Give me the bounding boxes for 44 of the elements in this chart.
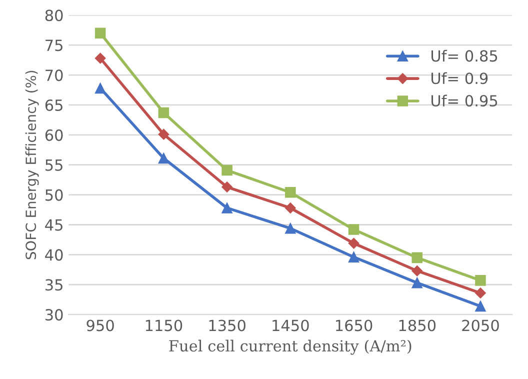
point <box>475 300 486 312</box>
legend-label: Uf= 0.85 <box>432 50 498 62</box>
point <box>475 275 486 286</box>
point <box>348 224 360 235</box>
point <box>94 82 106 94</box>
x-tick-label: 950 <box>86 320 114 332</box>
point <box>285 187 296 198</box>
y-tick-label: 55 <box>46 160 62 171</box>
y-tick-label: 80 <box>45 10 63 22</box>
y-tick-label: 35 <box>46 279 62 291</box>
point <box>412 265 423 276</box>
point <box>158 152 170 164</box>
y-tick-label: 75 <box>46 40 62 52</box>
y-axis-title: SOFC Energy Efficiency (%) <box>25 70 39 260</box>
y-tick-label: 65 <box>45 99 62 112</box>
point <box>285 222 296 234</box>
y-tick-label: 40 <box>45 249 63 261</box>
point <box>412 277 422 288</box>
y-tick-label: 30 <box>46 309 63 321</box>
y-tick-label: 60 <box>45 129 63 141</box>
x-tick-label: 1450 <box>272 320 309 332</box>
point <box>94 52 106 64</box>
y-tick-label: 50 <box>46 189 63 201</box>
legend-label: Uf= 0.95 <box>432 94 498 107</box>
point <box>348 252 360 262</box>
y-tick-label: 45 <box>45 219 62 231</box>
point <box>348 238 360 249</box>
legend-label: Uf= 0.9 <box>432 72 488 84</box>
point <box>222 202 232 214</box>
point <box>158 107 170 118</box>
y-tick-label: 70 <box>46 70 63 82</box>
x-axis-title: Fuel cell current density (A/m²) <box>169 340 412 355</box>
x-tick-label: 2050 <box>462 320 499 332</box>
point <box>158 128 170 140</box>
x-tick-label: 1850 <box>399 320 436 332</box>
point <box>94 28 106 39</box>
x-tick-label: 1350 <box>209 320 246 332</box>
x-tick-label: 1650 <box>336 320 372 332</box>
point <box>284 202 296 214</box>
point <box>475 288 486 298</box>
point <box>222 182 232 192</box>
point <box>412 252 422 264</box>
x-tick-label: 1150 <box>146 320 182 332</box>
point <box>222 164 232 176</box>
